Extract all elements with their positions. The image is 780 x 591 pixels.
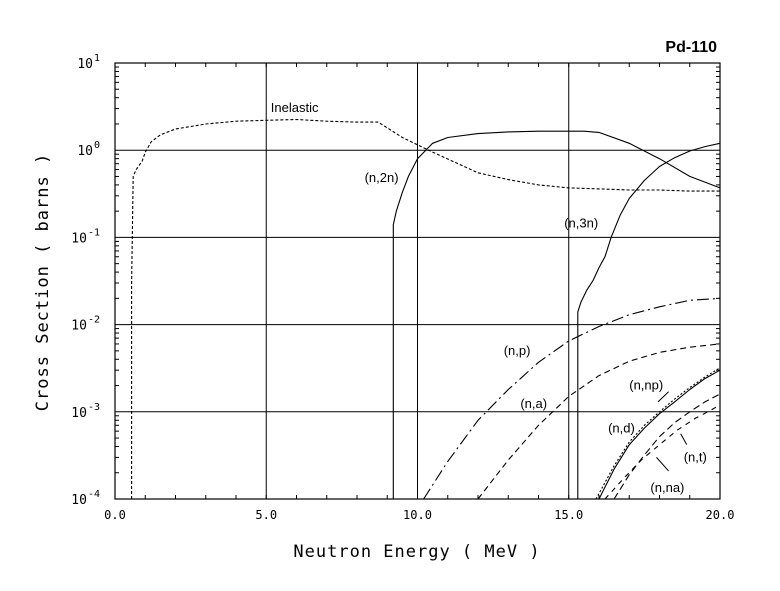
series-label-n-2n: (n,2n)	[365, 170, 399, 185]
y-tick-exponent: -2	[88, 315, 100, 326]
y-tick-exponent: 1	[94, 53, 100, 64]
y-tick-label: 101	[77, 53, 100, 72]
x-tick-label: 15.0	[554, 508, 583, 522]
x-tick-label: 20.0	[706, 508, 735, 522]
grid-lines	[115, 63, 720, 499]
series-label-n-np: (n,np)	[629, 378, 663, 393]
x-axis-label: Neutron Energy ( MeV )	[293, 542, 540, 562]
series-line-n-p	[423, 297, 721, 500]
label-leader-lines	[656, 391, 688, 472]
y-tick-base: 10	[77, 57, 93, 72]
series-labels: Inelastic (n,2n) (n,3n) (n,p) (n,a) (n,np) (n,…	[271, 100, 707, 495]
y-tick-label: 10-3	[71, 402, 100, 421]
series-label-n-na: (n,na)	[650, 480, 684, 495]
x-tick-label: 10.0	[403, 508, 432, 522]
y-tick-exponent: -4	[88, 489, 100, 500]
y-axis-label: Cross Section ( barns )	[33, 153, 53, 411]
y-tick-base: 10	[71, 319, 87, 334]
y-tick-base: 10	[77, 144, 93, 159]
y-tick-base: 10	[71, 406, 87, 421]
leader-line-n-na	[656, 457, 669, 472]
y-tick-exponent: -1	[88, 227, 100, 238]
y-tick-base: 10	[71, 493, 87, 508]
series-label-n-d: (n,d)	[608, 420, 635, 435]
y-tick-exponent: 0	[94, 140, 100, 151]
y-tick-label: 10-1	[71, 227, 100, 246]
chart-title: Pd-110	[665, 39, 717, 56]
series-lines	[131, 118, 721, 500]
series-label-n-a: (n,a)	[520, 396, 547, 411]
series-line-n-d	[598, 369, 721, 500]
series-line-n-na	[604, 404, 721, 500]
series-label-n-p: (n,p)	[504, 343, 531, 358]
series-line-n-np	[595, 367, 721, 500]
y-tick-base: 10	[71, 231, 87, 246]
y-tick-label: 10-4	[71, 489, 100, 508]
y-tick-label: 100	[77, 140, 100, 159]
y-tick-label: 10-2	[71, 315, 100, 334]
y-tick-exponent: -3	[88, 402, 100, 413]
series-label-inelastic: Inelastic	[271, 100, 319, 115]
series-line-n-a	[477, 343, 721, 500]
series-line-n-2n	[392, 130, 721, 499]
x-tick-label: 0.0	[104, 508, 126, 522]
series-label-n-3n: (n,3n)	[564, 215, 598, 230]
series-line-inelastic	[131, 118, 720, 499]
leader-line-n-t	[680, 433, 688, 445]
series-line-n-3n	[577, 142, 721, 499]
x-tick-label: 5.0	[255, 508, 277, 522]
leader-line-n-np	[657, 391, 669, 403]
series-label-n-t: (n,t)	[684, 449, 707, 464]
